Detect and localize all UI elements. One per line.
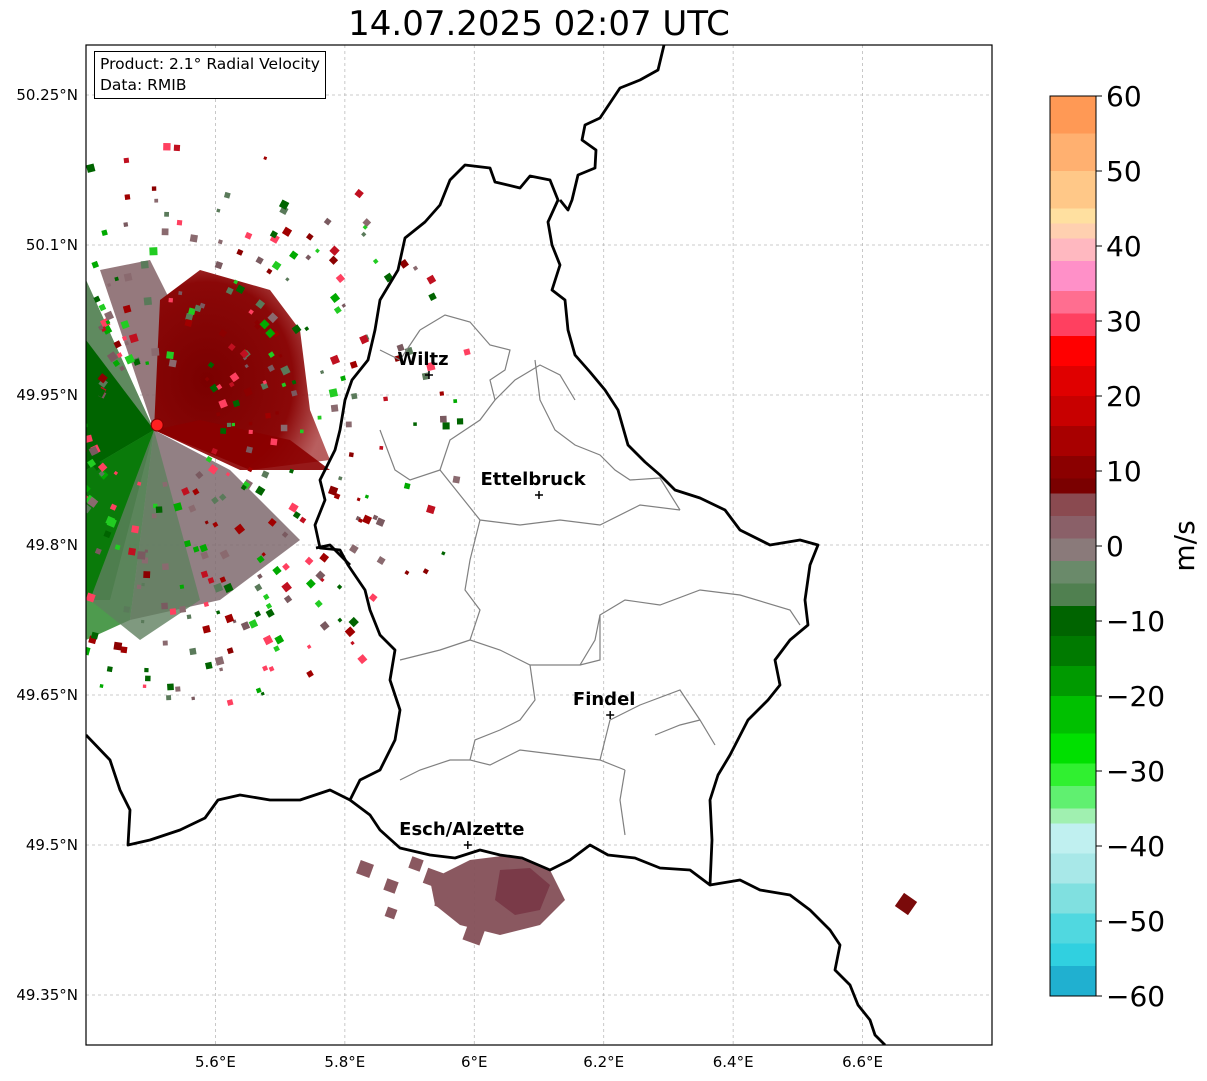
data-source-label: Data: RMIB (100, 76, 187, 94)
y-tick-label: 49.65°N (16, 686, 78, 704)
city-markers: Wiltz Ettelbruck Findel Esch/Alzette (397, 349, 635, 849)
colorbar-tick-label: 60 (1106, 80, 1142, 113)
y-tick-label: 49.35°N (16, 986, 78, 1004)
country-borders (86, 45, 886, 1045)
plot-frame (85, 44, 993, 1046)
city-label: Esch/Alzette (399, 819, 524, 840)
city-label: Ettelbruck (480, 469, 586, 490)
colorbar-tick-label: 50 (1106, 155, 1142, 188)
city-wiltz: Wiltz (397, 349, 449, 379)
colorbar-tick-label: −60 (1106, 980, 1165, 1013)
radar-echoes (86, 142, 918, 946)
x-axis-ticks: 5.6°E 5.8°E 6°E 6.2°E 6.4°E 6.6°E (195, 1053, 883, 1071)
colorbar-tick-label: 0 (1106, 530, 1124, 563)
x-tick-label: 5.8°E (324, 1053, 365, 1071)
x-tick-label: 6.4°E (713, 1053, 754, 1071)
colorbar-tick-label: −30 (1106, 755, 1165, 788)
map-title: 14.07.2025 02:07 UTC (348, 4, 730, 44)
y-tick-label: 49.95°N (16, 386, 78, 404)
colorbar-unit-label: m/s (1168, 520, 1201, 571)
colorbar-tick-label: 40 (1106, 230, 1142, 263)
y-axis-ticks: 50.25°N 50.1°N 49.95°N 49.8°N 49.65°N 49.5°N 4… (16, 86, 78, 1004)
colorbar-tick-label: −40 (1106, 830, 1165, 863)
x-tick-label: 6.6°E (842, 1053, 883, 1071)
product-label: Product: 2.1° Radial Velocity (100, 55, 320, 73)
city-ettelbruck: Ettelbruck (480, 469, 587, 499)
colorbar-tick-label: −50 (1106, 905, 1165, 938)
y-tick-label: 49.5°N (26, 836, 78, 854)
y-tick-label: 50.1°N (26, 236, 78, 254)
canton-borders (379, 314, 801, 836)
colorbar-tick-label: −10 (1106, 605, 1165, 638)
city-label: Findel (573, 689, 636, 710)
y-tick-label: 50.25°N (16, 86, 78, 104)
city-findel: Findel (573, 689, 636, 719)
velocity-colorbar: 60 50 40 30 20 10 0 −10 −20 −30 −40 −50 −60 m/s (1049, 80, 1201, 1013)
colorbar-tick-label: 30 (1106, 305, 1142, 338)
city-label: Wiltz (397, 349, 448, 370)
colorbar-tick-label: −20 (1106, 680, 1165, 713)
colorbar-tick-label: 10 (1106, 455, 1142, 488)
radar-site-marker (150, 418, 164, 432)
product-info-box: Product: 2.1° Radial Velocity Data: RMIB (94, 51, 326, 99)
city-esch-alzette: Esch/Alzette (399, 819, 524, 849)
x-tick-label: 6.2°E (583, 1053, 624, 1071)
x-tick-label: 5.6°E (195, 1053, 236, 1071)
y-tick-label: 49.8°N (26, 536, 78, 554)
colorbar-tick-label: 20 (1106, 380, 1142, 413)
x-tick-label: 6°E (461, 1053, 488, 1071)
